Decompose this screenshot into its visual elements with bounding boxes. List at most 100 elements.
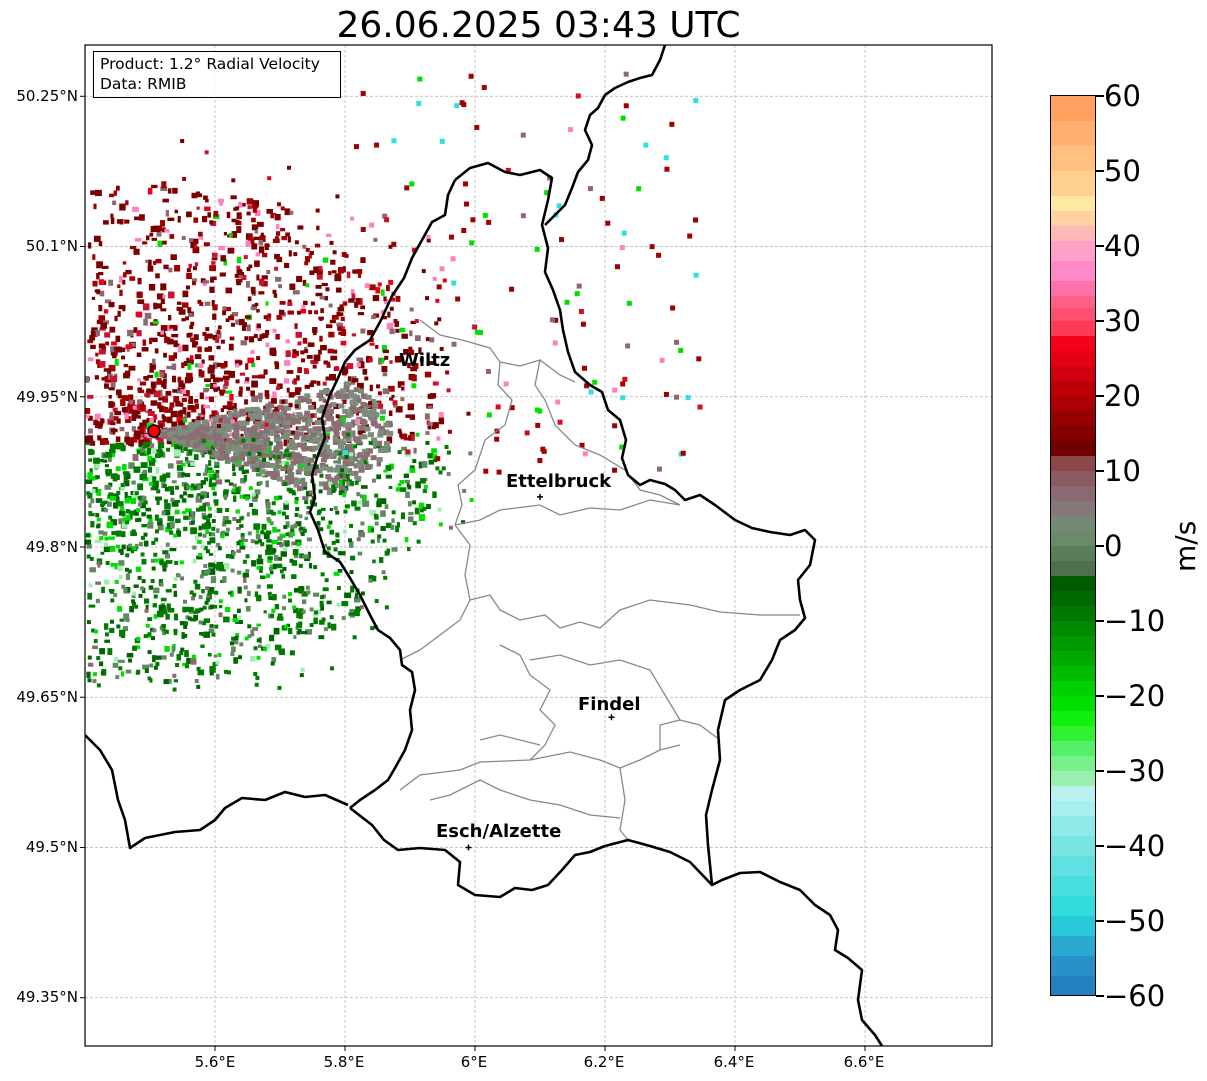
radar-echo <box>158 397 166 401</box>
radar-echo <box>276 563 283 569</box>
radar-echo <box>151 184 158 189</box>
radar-echo <box>296 611 302 619</box>
radar-echo <box>105 469 112 475</box>
radar-echo <box>95 581 102 585</box>
radar-echo <box>285 405 292 411</box>
radar-echo <box>438 470 443 475</box>
radar-echo <box>312 327 318 333</box>
radar-echo <box>370 455 377 461</box>
radar-echo <box>198 525 202 531</box>
radar-echo <box>124 567 129 572</box>
radar-site-marker <box>147 424 161 438</box>
radar-echo <box>382 538 387 543</box>
place-label-wiltz: Wiltz <box>399 350 451 371</box>
radar-echo <box>663 391 669 397</box>
radar-echo <box>203 545 208 551</box>
radar-echo <box>213 499 219 504</box>
radar-echo <box>333 571 340 576</box>
radar-echo <box>207 652 212 657</box>
radar-echo <box>95 498 103 503</box>
radar-echo <box>257 337 262 342</box>
radar-echo <box>259 459 266 465</box>
radar-echo <box>232 408 238 412</box>
radar-echo <box>239 516 244 521</box>
radar-echo <box>254 445 261 451</box>
radar-echo <box>374 142 380 148</box>
radar-echo <box>108 301 115 308</box>
radar-echo <box>253 431 258 436</box>
radar-echo <box>370 575 377 582</box>
radar-echo <box>233 434 240 440</box>
radar-echo <box>189 590 194 595</box>
radar-echo <box>614 264 620 270</box>
radar-echo <box>185 508 192 513</box>
radar-echo <box>400 512 406 520</box>
radar-echo <box>387 385 395 392</box>
radar-echo <box>121 544 126 550</box>
radar-echo <box>140 502 146 509</box>
radar-echo <box>320 604 325 611</box>
radar-echo <box>287 453 292 458</box>
radar-echo <box>148 517 153 523</box>
radar-echo <box>421 479 426 484</box>
radar-echo <box>371 437 378 443</box>
radar-echo <box>155 466 160 474</box>
radar-echo <box>143 540 149 547</box>
radar-echo <box>218 441 225 447</box>
radar-echo <box>376 459 382 467</box>
radar-echo <box>337 469 344 475</box>
radar-echo <box>274 362 280 370</box>
radar-echo <box>165 390 172 396</box>
radar-echo <box>289 283 296 290</box>
country-borders <box>85 45 884 1046</box>
radar-echo <box>298 586 305 592</box>
radar-echo <box>165 472 171 478</box>
radar-echo <box>108 395 112 399</box>
radar-echo <box>302 244 307 249</box>
radar-echo <box>175 518 181 524</box>
radar-echo <box>276 441 283 447</box>
radar-echo <box>693 272 699 278</box>
radar-echo <box>171 437 178 443</box>
radar-echo <box>101 501 106 506</box>
radar-echo <box>352 470 359 476</box>
radar-echo <box>114 656 119 662</box>
radar-echo <box>148 481 153 486</box>
radar-echo <box>155 258 162 264</box>
radar-echo <box>380 357 385 364</box>
radar-echo <box>358 466 365 472</box>
radar-echo <box>180 447 185 453</box>
radar-echo <box>552 340 558 346</box>
radar-echo <box>407 362 411 369</box>
radar-echo <box>326 600 332 605</box>
radar-echo <box>383 422 390 428</box>
radar-echo <box>214 624 219 629</box>
radar-echo <box>188 396 193 402</box>
radar-echo <box>274 418 281 424</box>
colorbar-tick-label: −10 <box>1104 604 1166 638</box>
colorbar-tick <box>1096 170 1104 172</box>
radar-echo <box>451 341 457 347</box>
radar-echo <box>185 285 190 290</box>
radar-echo <box>316 407 323 413</box>
radar-echo <box>290 415 297 421</box>
radar-echo <box>88 511 93 516</box>
radar-echo <box>147 466 152 473</box>
radar-echo <box>171 480 177 484</box>
radar-echo <box>115 436 121 442</box>
radar-echo <box>124 491 128 499</box>
radar-echo <box>264 422 269 427</box>
radar-echo <box>229 432 234 437</box>
radar-echo <box>208 430 215 436</box>
radar-echo <box>166 431 173 437</box>
radar-echo <box>605 220 611 226</box>
radar-echo <box>127 437 134 441</box>
radar-echo <box>369 222 375 228</box>
radar-echo <box>168 355 175 361</box>
radar-echo <box>133 509 139 516</box>
radar-echo <box>88 503 92 508</box>
radar-echo <box>164 336 168 344</box>
radar-echo <box>173 396 180 403</box>
radar-echo <box>238 620 243 625</box>
radar-echo <box>264 390 270 397</box>
